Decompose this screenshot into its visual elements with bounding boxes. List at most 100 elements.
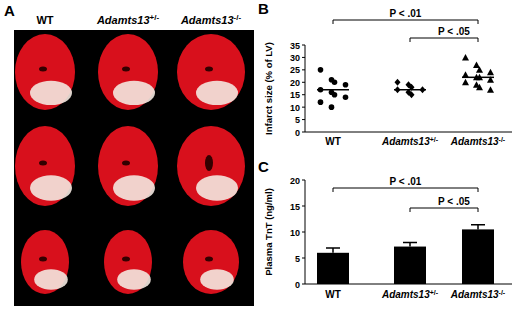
data-point	[332, 92, 338, 98]
infarct-area	[30, 175, 72, 201]
panel-letter: A	[4, 2, 15, 19]
heart-slice	[183, 230, 239, 294]
y-tick	[302, 284, 305, 285]
y-tick-label: 20	[290, 78, 300, 88]
y-tick	[302, 94, 305, 95]
gene: Adamts13	[381, 136, 430, 147]
gene: Adamts13	[381, 289, 430, 300]
slice-tissue	[177, 126, 245, 206]
y-tick	[302, 57, 305, 58]
bar	[317, 253, 349, 284]
gene: Adamts13	[180, 14, 234, 26]
y-tick-label: 35	[290, 41, 300, 51]
lumen	[205, 67, 213, 72]
y-tick-label: 10	[290, 103, 300, 113]
y-tick	[302, 180, 305, 181]
heart-slice	[177, 126, 245, 206]
genotype: -/-	[499, 289, 506, 296]
slice-tissue	[15, 34, 75, 110]
y-tick	[302, 206, 305, 207]
heart-slice	[98, 34, 158, 110]
data-point	[395, 79, 401, 86]
infarct-area	[113, 175, 155, 201]
infarct-area	[196, 81, 238, 105]
gene: Adamts13	[450, 136, 499, 147]
data-point	[318, 99, 324, 105]
photo-background	[14, 30, 254, 306]
error-bar	[326, 248, 340, 253]
gene: Adamts13	[450, 289, 499, 300]
lumen	[122, 257, 130, 262]
infarct-area	[30, 81, 72, 105]
data-point	[343, 82, 349, 88]
y-tick-label: 20	[290, 176, 300, 186]
x-tick-label: Adamts13-/-	[450, 289, 506, 301]
heart-slice	[15, 126, 75, 206]
heart-slice	[21, 230, 69, 294]
plot-area	[317, 54, 494, 110]
data-point	[329, 104, 335, 110]
x-tick-label: Adamts13+/-	[381, 136, 439, 148]
y-tick	[302, 132, 305, 133]
slice-tissue	[104, 230, 152, 294]
data-point	[462, 54, 469, 61]
y-tick-label: 10	[290, 228, 300, 238]
y-tick-label: 0	[295, 280, 300, 290]
y-axis-label: Infarct size (% of LV)	[263, 42, 274, 135]
data-point	[487, 86, 494, 93]
data-point	[473, 61, 480, 67]
heart-slice	[15, 34, 75, 110]
y-axis-label: Plasma TnT (ng/ml)	[263, 188, 274, 276]
lumen	[39, 67, 47, 72]
y-tick-label: 0	[295, 128, 300, 138]
infarct-area	[117, 269, 151, 289]
y-tick	[302, 258, 305, 259]
lumen	[205, 257, 213, 262]
p-value: P < .05	[438, 196, 470, 207]
y-tick-label: 30	[290, 53, 300, 63]
genotype-label: Adamts13-/-	[180, 13, 241, 27]
slice-tissue	[21, 230, 69, 294]
panel-letter: B	[258, 0, 269, 17]
y-tick-label: 15	[290, 202, 300, 212]
y-tick-label: 25	[290, 65, 300, 75]
infarct-area	[113, 81, 155, 105]
data-point	[487, 69, 494, 76]
lumen	[122, 161, 130, 166]
genotype: -/-	[499, 136, 506, 143]
significance-bracket	[333, 188, 478, 192]
infarct-area	[200, 269, 234, 289]
infarct-area	[196, 175, 238, 201]
mean-line	[462, 77, 494, 79]
data-point	[462, 79, 469, 86]
heart-slice	[177, 34, 245, 110]
lumen	[39, 161, 47, 166]
genotype-label: WT	[36, 14, 53, 26]
x-tick-label: Adamts13-/-	[450, 136, 506, 148]
genotype: +/-	[150, 13, 160, 22]
infarct-area	[34, 269, 68, 289]
data-point	[409, 91, 415, 98]
y-tick-label: 5	[295, 254, 300, 264]
slice-tissue	[15, 126, 75, 206]
lumen	[122, 67, 130, 72]
genotype: +/-	[430, 136, 439, 143]
heart-slice	[104, 230, 152, 294]
x-tick-label: WT	[325, 289, 341, 300]
p-value: P < .01	[390, 8, 422, 19]
y-tick	[302, 232, 305, 233]
significance-bracket	[410, 208, 478, 212]
data-point	[476, 66, 483, 73]
y-axis	[305, 45, 306, 132]
data-point	[332, 79, 338, 85]
lumen	[39, 257, 47, 262]
x-tick-label: Adamts13+/-	[381, 289, 439, 301]
error-bar	[403, 242, 417, 246]
bar	[394, 247, 426, 284]
gene: Adamts13	[96, 14, 150, 26]
data-point	[476, 84, 483, 91]
figure: ABCWTAdamts13+/-Adamts13-/-0510152025303…	[0, 0, 520, 310]
x-tick-label: WT	[325, 136, 341, 147]
mean-line	[394, 89, 426, 91]
y-tick	[302, 119, 305, 120]
